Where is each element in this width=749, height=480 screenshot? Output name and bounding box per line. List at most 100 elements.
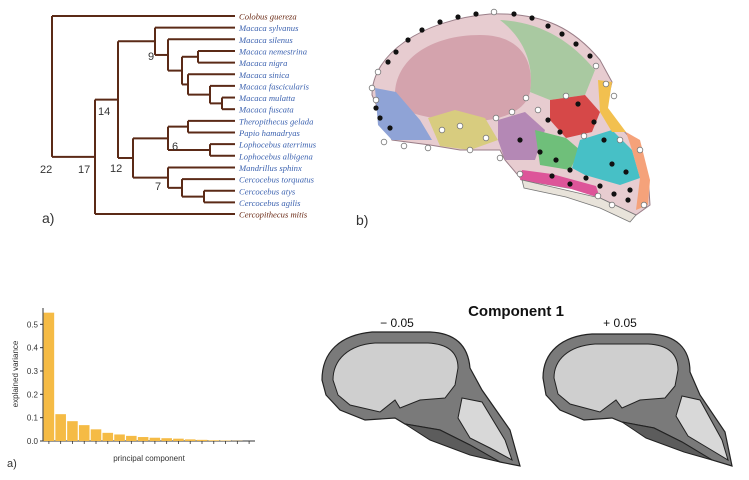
sphenoid-region (498, 112, 545, 160)
landmark-point (377, 115, 383, 121)
maxilla-region (572, 130, 640, 185)
landmark-point (385, 59, 391, 65)
taxon-label: Papio hamadryas (238, 128, 301, 138)
taxon-label: Macaca nigra (238, 58, 287, 68)
landmark-point (405, 37, 411, 43)
node-label: 22 (40, 164, 52, 176)
bar (126, 435, 137, 441)
taxon-label: Macaca mulatta (238, 93, 295, 103)
explained-variance-chart: 0.0 0.1 0.2 0.3 0.4 0.5 explained variance pr… (7, 308, 255, 470)
landmark-point (529, 15, 535, 21)
bar (161, 438, 172, 441)
landmark-point (623, 169, 629, 175)
component-1-panel: Component 1 − 0.05 + 0.05 (321, 303, 733, 467)
landmark-point (508, 108, 516, 116)
taxon-label: Lophocebus albigena (238, 151, 313, 161)
palate-region (621, 421, 713, 461)
landmark-point (511, 11, 517, 17)
landmark-point (594, 192, 602, 200)
node-label: 6 (172, 141, 178, 153)
taxon-label: Macaca sylvanus (238, 23, 299, 33)
landmark-point (517, 137, 523, 143)
braincase (553, 343, 679, 413)
landmark-point (587, 53, 593, 59)
landmark-point (516, 170, 524, 178)
landmark-point (559, 31, 565, 37)
landmark-point (387, 125, 393, 131)
landmark-point (490, 8, 498, 16)
node-label: 12 (110, 163, 122, 175)
landmark-point (545, 23, 551, 29)
y-tick-label: 0.4 (27, 344, 39, 353)
bar (43, 312, 55, 441)
bar (102, 432, 114, 441)
y-tick-label: 0.0 (27, 437, 39, 446)
landmark-point (438, 126, 446, 134)
taxon-label: Cercopithecus mitis (239, 210, 308, 220)
bar (149, 437, 161, 441)
chart-bars (43, 312, 243, 441)
landmark-point (640, 201, 648, 209)
taxon-label: Cercocebus atys (239, 186, 296, 196)
landmark-point (373, 105, 379, 111)
landmark-point (592, 62, 600, 70)
face-region (457, 397, 513, 462)
y-tick-label: 0.1 (27, 414, 39, 423)
tree-branches (51, 15, 235, 216)
landmark-point (627, 187, 633, 193)
chart-axes: 0.0 0.1 0.2 0.3 0.4 0.5 (27, 308, 255, 446)
bar (173, 438, 184, 441)
tree-node-labels: 22 17 14 12 9 6 7 (40, 51, 178, 193)
landmark-point (609, 161, 615, 167)
taxon-label: Cercocebus agilis (239, 198, 301, 208)
landmark-point (616, 136, 624, 144)
dentition (521, 179, 637, 223)
landmark-point (456, 122, 464, 130)
landmark-point (372, 96, 380, 104)
skull-landmark-illustration: b) (356, 8, 651, 228)
landmark-point (610, 92, 618, 100)
palate-region (404, 423, 501, 463)
x-axis-label: principal component (113, 454, 185, 463)
landmark-point (496, 154, 504, 162)
landmark-point (380, 138, 388, 146)
panel-b-label: b) (356, 212, 368, 228)
landmark-point (455, 14, 461, 20)
landmark-point (591, 119, 597, 125)
bar (208, 440, 220, 441)
bar (55, 414, 66, 441)
taxon-label: Lophocebus aterrimus (238, 140, 317, 150)
bar (137, 437, 149, 441)
bar (114, 434, 125, 441)
landmark-point (608, 201, 616, 209)
braincase (332, 342, 459, 413)
bar (67, 421, 78, 441)
bar (78, 425, 90, 441)
face-region (675, 395, 729, 462)
landmark-point (368, 84, 376, 92)
landmark-point (602, 80, 610, 88)
landmark-point (601, 137, 607, 143)
landmark-point (611, 191, 617, 197)
landmark-points (368, 8, 648, 209)
minus-label: − 0.05 (380, 316, 414, 330)
landmark-point (597, 183, 603, 189)
landmark-point (419, 27, 425, 33)
node-label: 14 (98, 106, 110, 118)
landmark-point (534, 106, 542, 114)
landmark-point (545, 117, 551, 123)
landmark-point (424, 144, 432, 152)
node-label: 7 (155, 181, 161, 193)
taxon-label: Macaca fascicularis (238, 81, 310, 91)
panel-a-label-bottom: a) (7, 458, 17, 470)
nasal-region (598, 80, 626, 132)
taxon-label: Macaca sinica (238, 70, 289, 80)
zygomatic-region (535, 130, 580, 170)
landmark-point (492, 114, 500, 122)
parietal-region (395, 35, 531, 122)
taxon-label: Macaca silenus (238, 35, 293, 45)
landmark-point (393, 49, 399, 55)
skull-shape-minus (321, 331, 521, 467)
